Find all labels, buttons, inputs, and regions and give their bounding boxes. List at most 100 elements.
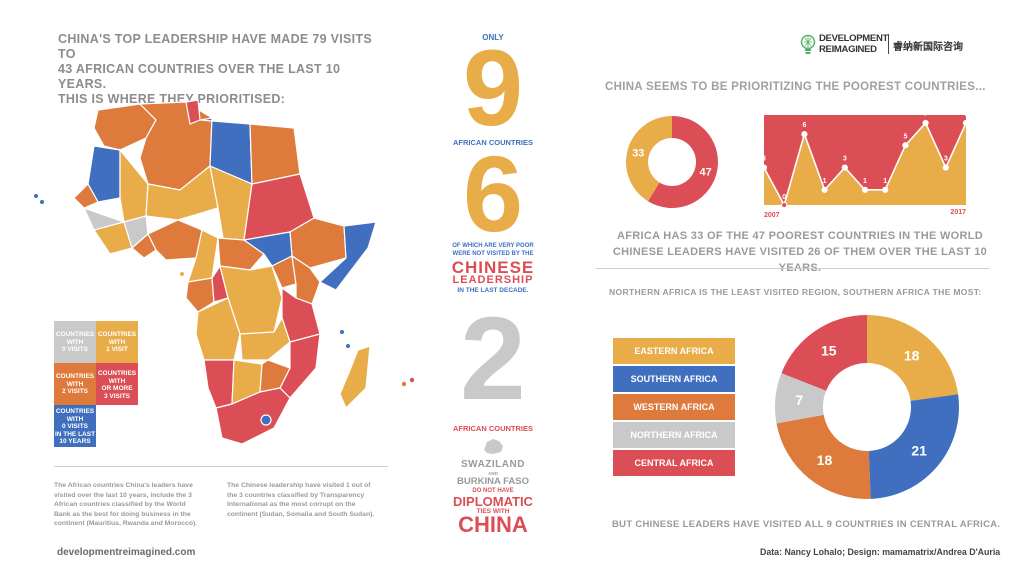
legend-text: COUNTRIES [55,331,95,338]
poorest-donut-value-label: 47 [700,166,712,178]
do-not-have-label: DO NOT HAVE [472,488,514,494]
regions-donut-slice [868,394,959,499]
legend-text: 2 VISITS [61,388,88,395]
poorest-donut-slice [647,116,718,208]
legend-box-1-visit: COUNTRIES WITH 1 VISIT [96,321,138,363]
area-xtick-end: 2017 [950,209,966,216]
legend-box-2-visits: COUNTRIES WITH 2 VISITS [54,363,96,405]
heading-regions: NORTHERN AFRICA IS THE LEAST VISITED REG… [609,287,982,297]
legend-box-0-visits: COUNTRIES WITH 0 VISITS [54,321,96,363]
region-bar-central: CENTRAL AFRICA [613,450,735,476]
website-link[interactable]: developmentreimagined.com [57,547,196,558]
legend-text: 0 VISITS [61,423,88,430]
summary-line: CHINESE LEADERS HAVE VISITED 26 OF THEM … [612,246,988,274]
legend-text: IN THE LAST [54,430,96,438]
region-bar-southern: SOUTHERN AFRICA [613,366,735,392]
heading-poorest: CHINA SEEMS TO BE PRIORITIZING THE POORE… [605,81,986,93]
area-point [942,164,949,171]
note-line: African countries classified by the Worl… [54,501,186,508]
regions-donut-slice [781,315,867,391]
legend-text: 3 VISITS [103,392,130,400]
map-region-south-africa [215,387,291,445]
region-bar-northern: NORTHERN AFRICA [613,422,735,448]
credit-line: Data: Nancy Lohalo; Design: mamamatrix/A… [760,547,1001,557]
poorest-donut-slice [626,116,672,202]
map-region-zimbabwe [259,359,291,393]
diplomatic-label: DIPLOMATIC [453,494,533,509]
area-point [801,131,808,138]
logo-chinese: 睿纳新国际咨询 [893,42,963,53]
map-region-cameroon [187,229,219,283]
map-region-gabon [185,277,215,313]
legend-text: COUNTRIES [97,370,137,377]
map-island [34,194,38,198]
left-title-line: CHINA'S TOP LEADERSHIP HAVE MADE 79 VISI… [58,32,373,61]
area-value-label: 6 [802,122,806,129]
label-african-countries-2: AFRICAN COUNTRIES [453,424,533,433]
big-number-9: 9 [462,27,524,148]
map-island [409,377,415,383]
legend-text: OR MORE [101,385,133,392]
area-point [821,186,828,193]
logo: DEVELOPMENT REIMAGINED 睿纳新国际咨询 [800,33,990,61]
only-label: ONLY [482,33,504,42]
logo-divider [888,34,889,54]
poor-line: OF WHICH ARE VERY POOR [452,243,534,249]
map-region-nigeria [147,219,203,261]
legend-box-3-visits: COUNTRIES WITH OR MORE 3 VISITS [96,363,138,405]
map-island [180,272,184,276]
left-title: CHINA'S TOP LEADERSHIP HAVE MADE 79 VISI… [58,32,388,107]
donut-regions-chart: 18 21 18 7 15 [775,315,959,499]
area-point [861,186,869,193]
area-point [841,164,848,171]
logo-line-2: REIMAGINED [819,44,877,55]
map-island [340,330,344,334]
poor-line: WERE NOT VISITED BY THE [452,250,534,257]
note-line: continent (Sudan, Somalia and South Suda… [227,510,375,518]
left-title-line: 43 AFRICAN COUNTRIES OVER THE LAST 10 YE… [58,62,341,91]
legend-text: COUNTRIES [97,331,137,338]
map-island [401,381,407,387]
legend-text: WITH [108,377,126,385]
regions-donut-value-label: 15 [821,343,837,359]
area-value-label: 3 [843,156,847,163]
regions-donut-slice [776,414,871,499]
poorest-donut-value-label: 33 [632,147,644,159]
summary-line: AFRICA HAS 33 OF THE 47 POOREST COUNTRIE… [617,230,983,242]
region-bar-eastern: EASTERN AFRICA [613,338,735,364]
legend-text: WITH [66,338,84,346]
swaziland-burkina-silhouette [484,439,503,454]
legend-text: WITH [66,380,84,388]
map-region-madagascar [339,345,371,410]
map-legend: COUNTRIES WITH 0 VISITS COUNTRIES WITH 1… [54,321,140,447]
last-decade: IN THE LAST DECADE. [457,287,529,294]
area-point [781,201,788,209]
map-island [40,200,44,204]
area-value-label: 3 [944,156,948,163]
poor-not-visited: OF WHICH ARE VERY POOR WERE NOT VISITED … [440,243,546,258]
left-title-line: THIS IS WHERE THEY PRIORITISED: [58,92,286,106]
big-number-2: 2 [460,293,526,425]
donut-poorest-chart: 47 33 [626,116,718,208]
area-fill [764,123,966,205]
area-value-label: 0 [782,194,786,201]
note-line: International as the most corrupt on the [227,501,356,508]
region-bar-western: WESTERN AFRICA [613,394,735,420]
legend-text: 1 VISIT [106,346,128,353]
and-label: AND [488,471,498,476]
regions-donut-value-label: 18 [904,348,920,364]
lightbulb-icon [800,34,816,54]
regions-donut-slice [867,315,959,401]
area-value-label: 7 [964,113,968,118]
swaziland-label: SWAZILAND [461,459,525,470]
area-xtick-start: 2007 [764,212,780,218]
regions-donut-value-label: 18 [817,452,833,468]
note-line: continent (Mauritius, Rwanda and Morocco… [54,520,198,527]
map-region-namibia [203,359,235,409]
region-legend: EASTERN AFRICA SOUTHERN AFRICA WESTERN A… [613,338,735,476]
note-line: the 3 countries classified by Transparen… [227,491,365,499]
legend-text: 0 VISITS [61,346,88,353]
left-divider [54,466,388,467]
africa-map [34,99,415,445]
legend-text: WITH [108,338,126,346]
